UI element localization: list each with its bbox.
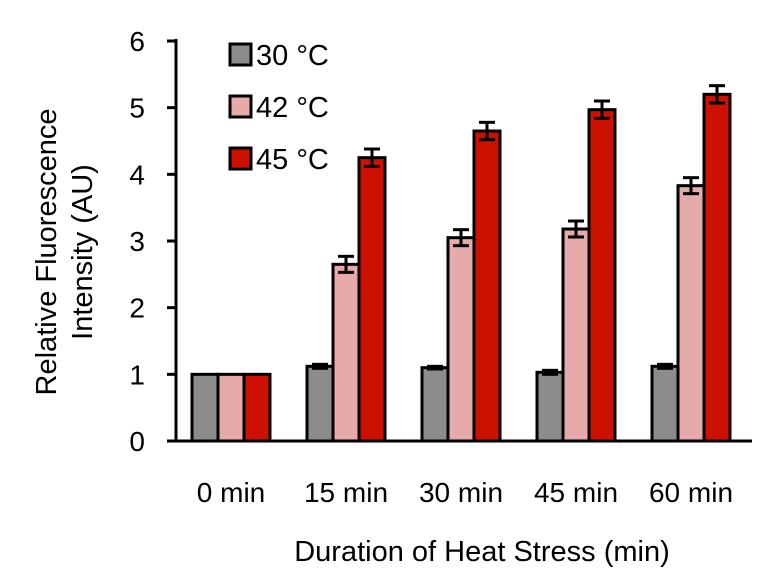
y-axis-title-line-2: Intensity (AU) xyxy=(67,164,99,340)
bar-3-4 xyxy=(587,108,617,443)
axes-layer xyxy=(167,39,752,443)
y-tick-label-0: 0 xyxy=(129,426,145,457)
legend-swatch-1 xyxy=(228,42,253,67)
x-tick-label-1: 0 min xyxy=(197,477,265,508)
bar-3-5 xyxy=(702,92,732,443)
legend-swatch-3 xyxy=(228,146,253,171)
bar-3-3 xyxy=(472,129,502,443)
y-axis-title-line-1: Relative Fluorescence xyxy=(31,109,63,396)
legend-label-2: 42 °C xyxy=(256,92,329,124)
x-axis-title: Duration of Heat Stress (min) xyxy=(294,536,670,568)
bar-2-4 xyxy=(561,227,591,443)
bar-1-3 xyxy=(420,366,450,443)
bar-1-5 xyxy=(650,364,680,443)
y-tick-label-4: 4 xyxy=(129,159,145,190)
x-tick-label-2: 15 min xyxy=(304,477,388,508)
bar-2-2 xyxy=(331,262,361,443)
bar-2-5 xyxy=(676,184,706,443)
bar-3-2 xyxy=(357,156,387,443)
x-tick-label-5: 60 min xyxy=(649,477,733,508)
bar-2-1 xyxy=(216,372,246,443)
legend-label-1: 30 °C xyxy=(256,40,329,72)
legend-swatch-2 xyxy=(228,94,253,119)
legend-label-3: 45 °C xyxy=(256,144,329,176)
error-bars-layer xyxy=(312,84,725,376)
y-tick-label-1: 1 xyxy=(129,359,145,390)
y-tick-label-2: 2 xyxy=(129,293,145,324)
bar-2-3 xyxy=(446,236,476,443)
y-tick-label-3: 3 xyxy=(129,226,145,257)
y-axis-title: Relative Fluorescence Intensity (AU) xyxy=(31,109,99,396)
bar-1-1 xyxy=(190,372,220,443)
bar-1-4 xyxy=(535,370,565,443)
x-tick-label-3: 30 min xyxy=(419,477,503,508)
x-tick-label-4: 45 min xyxy=(534,477,618,508)
legend: 30 °C 42 °C 45 °C xyxy=(228,40,329,176)
y-tick-label-5: 5 xyxy=(129,93,145,124)
bar-1-2 xyxy=(305,364,335,443)
bar-3-1 xyxy=(242,372,272,443)
y-tick-label-6: 6 xyxy=(129,26,145,57)
